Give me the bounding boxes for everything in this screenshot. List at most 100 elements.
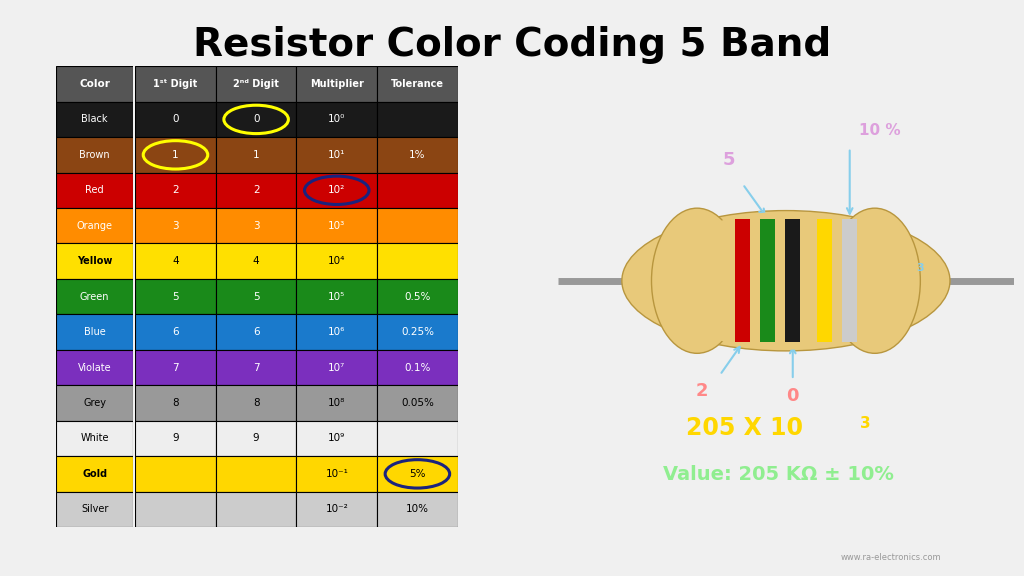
Bar xyxy=(216,173,297,208)
Bar xyxy=(135,244,216,279)
Bar xyxy=(297,208,377,244)
Bar xyxy=(135,208,216,244)
Text: 205 X 10: 205 X 10 xyxy=(686,416,803,440)
Bar xyxy=(297,456,377,491)
Bar xyxy=(377,244,458,279)
Text: 5: 5 xyxy=(723,151,735,169)
Bar xyxy=(297,491,377,527)
Text: 0.1%: 0.1% xyxy=(404,362,431,373)
Bar xyxy=(761,219,775,342)
Text: www.ra-electronics.com: www.ra-electronics.com xyxy=(841,552,941,562)
Text: 2: 2 xyxy=(253,185,259,195)
Bar xyxy=(377,102,458,137)
Text: 3: 3 xyxy=(916,263,925,272)
Bar xyxy=(377,314,458,350)
Text: 4: 4 xyxy=(172,256,179,266)
Bar xyxy=(216,491,297,527)
Text: 8: 8 xyxy=(253,398,259,408)
Text: 1: 1 xyxy=(253,150,259,160)
Text: 10⁵: 10⁵ xyxy=(328,291,345,302)
Bar xyxy=(297,173,377,208)
Text: 0.5%: 0.5% xyxy=(404,291,431,302)
Text: Brown: Brown xyxy=(80,150,110,160)
Bar xyxy=(297,66,377,102)
Text: 10⁴: 10⁴ xyxy=(328,256,345,266)
Bar xyxy=(216,420,297,456)
Bar xyxy=(56,173,133,208)
Text: Value: 205 KΩ ± 10%: Value: 205 KΩ ± 10% xyxy=(663,465,894,484)
Bar xyxy=(56,350,133,385)
Bar xyxy=(56,385,133,420)
Bar xyxy=(377,491,458,527)
Bar xyxy=(216,385,297,420)
Bar xyxy=(135,66,216,102)
Text: 7: 7 xyxy=(172,362,179,373)
Text: Gold: Gold xyxy=(82,469,108,479)
Bar xyxy=(843,219,857,342)
Text: 10⁰: 10⁰ xyxy=(328,115,345,124)
Text: 5: 5 xyxy=(253,291,259,302)
Bar xyxy=(56,491,133,527)
Text: 3: 3 xyxy=(253,221,259,231)
Bar xyxy=(135,456,216,491)
Bar xyxy=(56,244,133,279)
Bar xyxy=(377,279,458,314)
Bar xyxy=(216,208,297,244)
Text: 0: 0 xyxy=(786,387,799,405)
Ellipse shape xyxy=(622,211,950,351)
Bar xyxy=(56,208,133,244)
Bar xyxy=(216,456,297,491)
Bar xyxy=(297,420,377,456)
Bar xyxy=(297,102,377,137)
Text: 1: 1 xyxy=(172,150,179,160)
Bar xyxy=(56,279,133,314)
Text: White: White xyxy=(81,433,109,444)
Bar xyxy=(377,173,458,208)
Text: 10⁻²: 10⁻² xyxy=(326,505,348,514)
Text: 9: 9 xyxy=(253,433,259,444)
Text: 10 %: 10 % xyxy=(859,123,900,138)
Bar xyxy=(56,314,133,350)
Text: 0.05%: 0.05% xyxy=(401,398,434,408)
Text: 6: 6 xyxy=(172,327,179,337)
Text: 2ⁿᵈ Digit: 2ⁿᵈ Digit xyxy=(233,79,280,89)
Bar xyxy=(377,66,458,102)
Bar xyxy=(216,350,297,385)
Text: 2: 2 xyxy=(172,185,179,195)
Text: 10⁸: 10⁸ xyxy=(328,398,345,408)
Text: 1ˢᵗ Digit: 1ˢᵗ Digit xyxy=(154,79,198,89)
Bar xyxy=(56,137,133,173)
Bar xyxy=(135,279,216,314)
Text: Yellow: Yellow xyxy=(77,256,113,266)
Text: 6: 6 xyxy=(253,327,259,337)
Text: 10: 10 xyxy=(893,278,914,293)
Bar xyxy=(216,66,297,102)
Bar xyxy=(56,456,133,491)
Bar xyxy=(56,66,133,102)
Bar xyxy=(817,219,831,342)
Text: 0.25%: 0.25% xyxy=(401,327,434,337)
Bar xyxy=(135,385,216,420)
Bar xyxy=(216,314,297,350)
Text: 4: 4 xyxy=(253,256,259,266)
Bar xyxy=(135,137,216,173)
Ellipse shape xyxy=(829,208,921,353)
Bar xyxy=(377,350,458,385)
Text: 3: 3 xyxy=(860,416,870,431)
Bar xyxy=(135,491,216,527)
Bar xyxy=(216,279,297,314)
Text: Orange: Orange xyxy=(77,221,113,231)
Text: 10⁶: 10⁶ xyxy=(328,327,345,337)
Text: 10⁻¹: 10⁻¹ xyxy=(326,469,348,479)
Text: Resistor Color Coding 5 Band: Resistor Color Coding 5 Band xyxy=(193,26,831,64)
Ellipse shape xyxy=(653,212,919,350)
Text: Multiplier: Multiplier xyxy=(310,79,364,89)
Bar xyxy=(377,456,458,491)
Bar xyxy=(216,137,297,173)
Text: 0: 0 xyxy=(253,115,259,124)
Bar xyxy=(377,385,458,420)
Text: Silver: Silver xyxy=(81,505,109,514)
Text: 10⁷: 10⁷ xyxy=(328,362,345,373)
Ellipse shape xyxy=(651,208,742,353)
Text: Green: Green xyxy=(80,291,110,302)
